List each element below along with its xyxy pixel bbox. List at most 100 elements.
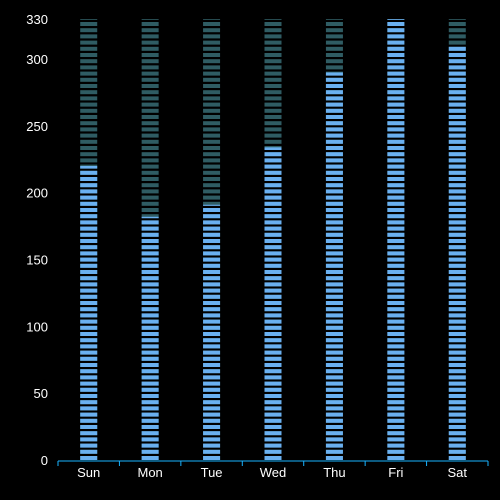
bar-segment bbox=[387, 443, 405, 448]
bar-segment bbox=[387, 34, 405, 39]
bar-segment bbox=[325, 232, 343, 237]
bar-segment bbox=[387, 412, 405, 417]
background-bar-segment bbox=[141, 28, 159, 33]
background-bar-segment bbox=[264, 28, 282, 33]
bar-segment bbox=[325, 356, 343, 361]
background-bar-segment bbox=[264, 121, 282, 126]
bar-segment bbox=[448, 214, 466, 219]
background-bar-segment bbox=[203, 34, 221, 39]
bar-segment bbox=[264, 226, 282, 231]
bar-segment bbox=[203, 288, 221, 293]
background-bar-segment bbox=[448, 19, 466, 20]
background-bar-segment bbox=[203, 115, 221, 119]
bar-segment bbox=[203, 406, 221, 411]
background-bar-segment bbox=[80, 46, 98, 51]
bar-segment bbox=[141, 369, 159, 374]
bar-segment bbox=[448, 325, 466, 330]
bar-segment bbox=[448, 245, 466, 250]
y-tick-label: 100 bbox=[26, 319, 48, 334]
x-tick-label: Mon bbox=[137, 465, 162, 480]
bar-segment bbox=[387, 276, 405, 281]
bar-segment bbox=[203, 369, 221, 374]
background-bar-segment bbox=[80, 77, 98, 82]
background-bar-segment bbox=[80, 28, 98, 33]
bar-segment bbox=[387, 77, 405, 82]
background-bar-segment bbox=[203, 28, 221, 33]
bar-segment bbox=[448, 294, 466, 299]
background-bar-segment bbox=[325, 28, 343, 33]
bar-segment bbox=[264, 232, 282, 237]
bar-segment bbox=[448, 394, 466, 398]
bar-segment bbox=[264, 406, 282, 411]
bar-segment bbox=[203, 338, 221, 343]
bar-segment bbox=[141, 338, 159, 343]
background-bar-segment bbox=[80, 59, 98, 64]
bar-segment bbox=[387, 270, 405, 274]
bar-segment bbox=[203, 425, 221, 429]
bar-segment bbox=[264, 301, 282, 305]
bar-segment bbox=[448, 356, 466, 361]
bar-segment bbox=[325, 294, 343, 299]
background-bar-segment bbox=[141, 65, 159, 70]
bar-segment bbox=[141, 406, 159, 411]
bar-segment bbox=[325, 332, 343, 336]
bar-segment bbox=[325, 208, 343, 212]
bar-segment bbox=[80, 332, 98, 336]
background-bar-segment bbox=[141, 214, 159, 219]
bar-segment bbox=[141, 418, 159, 423]
bar-segment bbox=[387, 102, 405, 107]
bar-segment bbox=[387, 251, 405, 256]
bar-segment bbox=[80, 301, 98, 305]
bar-segment bbox=[387, 381, 405, 386]
bar-segment bbox=[448, 121, 466, 126]
bar-segment bbox=[387, 301, 405, 305]
bar-segment bbox=[264, 276, 282, 281]
background-bar-segment bbox=[80, 90, 98, 95]
background-bar-segment bbox=[264, 59, 282, 64]
background-bar-segment bbox=[141, 115, 159, 119]
bar-segment bbox=[80, 369, 98, 374]
bar-segment bbox=[325, 307, 343, 312]
bar-segment bbox=[80, 226, 98, 231]
x-tick-label: Fri bbox=[388, 465, 403, 480]
bar-segment bbox=[387, 121, 405, 126]
bar-segment bbox=[325, 189, 343, 194]
bar-segment bbox=[141, 245, 159, 250]
background-bar-segment bbox=[141, 201, 159, 206]
bar-segment bbox=[387, 208, 405, 212]
y-tick-label: 300 bbox=[26, 52, 48, 67]
background-bar-segment bbox=[203, 121, 221, 126]
x-tick-label: Thu bbox=[323, 465, 345, 480]
bar-segment bbox=[80, 319, 98, 324]
bar-segment bbox=[80, 344, 98, 349]
bar-segment bbox=[203, 456, 221, 460]
bar-segment bbox=[80, 276, 98, 281]
bar-segment bbox=[387, 356, 405, 361]
y-tick-label: 50 bbox=[34, 386, 48, 401]
bar-segment bbox=[264, 147, 282, 150]
bar-segment bbox=[80, 166, 98, 169]
bar-segment bbox=[448, 307, 466, 312]
bar-segment bbox=[264, 425, 282, 429]
background-bar-segment bbox=[80, 22, 98, 26]
bar-segment bbox=[387, 294, 405, 299]
bar-segment bbox=[80, 282, 98, 287]
bar-segment bbox=[264, 158, 282, 163]
bar-segment bbox=[203, 220, 221, 225]
bar-segment bbox=[80, 437, 98, 442]
background-bar-segment bbox=[80, 127, 98, 132]
bar-segment bbox=[387, 220, 405, 225]
bar-segment bbox=[80, 449, 98, 454]
bar-segment bbox=[264, 220, 282, 225]
bar bbox=[264, 147, 282, 460]
bar-segment bbox=[264, 164, 282, 169]
bar-segment bbox=[387, 288, 405, 293]
bar-segment bbox=[141, 381, 159, 386]
bar-segment bbox=[325, 183, 343, 188]
bar-segment bbox=[387, 332, 405, 336]
background-bar-segment bbox=[141, 40, 159, 45]
bar-segment bbox=[80, 350, 98, 355]
bar-segment bbox=[387, 59, 405, 64]
bar-segment bbox=[448, 344, 466, 349]
background-bar-segment bbox=[80, 146, 98, 150]
